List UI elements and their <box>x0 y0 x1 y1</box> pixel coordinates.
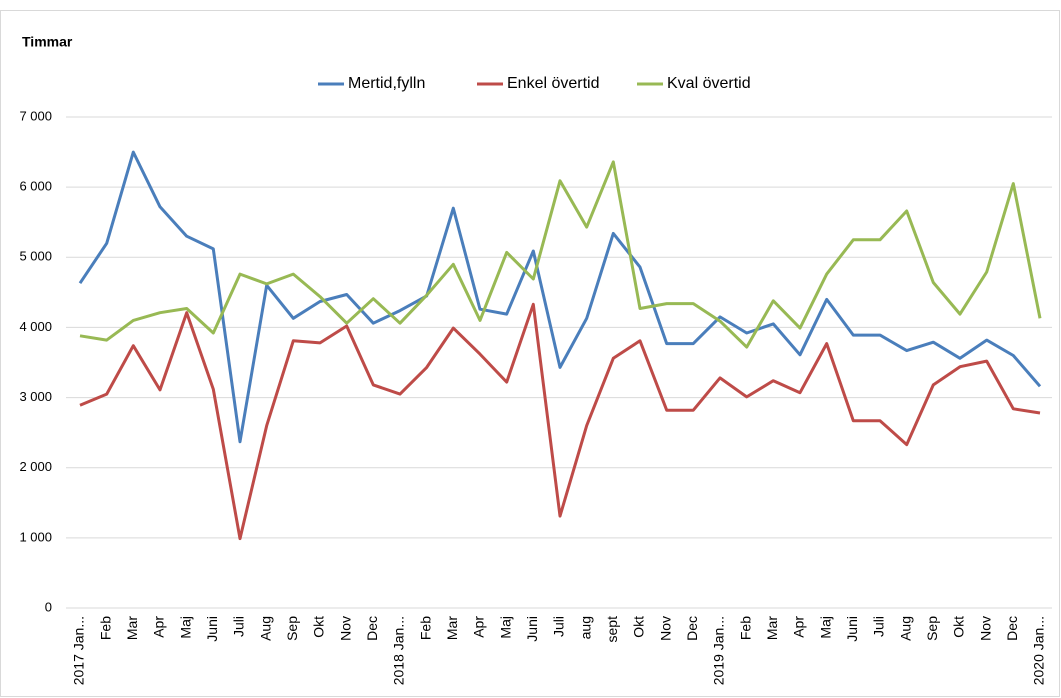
x-tick-label: Okt <box>951 616 967 638</box>
x-tick-label: Maj <box>817 616 833 639</box>
line-series <box>79 160 1042 349</box>
x-tick-label: Nov <box>657 616 673 641</box>
y-tick-label: 4 000 <box>19 319 52 334</box>
x-tick-label: Dec <box>1004 616 1020 641</box>
y-tick-label: 2 000 <box>19 459 52 474</box>
chart-frame <box>0 10 1060 697</box>
y-tick-label: 7 000 <box>19 108 52 123</box>
x-tick-label: Maj <box>497 616 513 639</box>
x-tick-label: 2020 Jan... <box>1031 616 1047 685</box>
x-tick-label: Feb <box>417 616 433 640</box>
x-tick-label: Sep <box>924 616 940 641</box>
x-tick-label: Mar <box>124 616 140 640</box>
x-tick-label: sept <box>604 616 620 643</box>
line-series <box>79 302 1041 541</box>
y-tick-label: 0 <box>45 599 52 614</box>
x-tick-label: Feb <box>737 616 753 640</box>
x-tick-label: Apr <box>791 616 807 638</box>
x-tick-label: Aug <box>897 616 913 641</box>
x-tick-label: Juni <box>524 616 540 642</box>
x-tick-label: Sep <box>284 616 300 641</box>
x-tick-label: 2019 Jan... <box>711 616 727 685</box>
x-tick-label: 2018 Jan... <box>391 616 407 685</box>
x-tick-label: Juli <box>871 616 887 637</box>
x-tick-label: Okt <box>311 616 327 638</box>
x-tick-label: Juni <box>204 616 220 642</box>
x-tick-label: Juli <box>551 616 567 637</box>
y-tick-label: 5 000 <box>19 249 52 264</box>
x-tick-label: 2017 Jan... <box>71 616 87 685</box>
chart-title: Timmar <box>22 34 73 50</box>
x-tick-label: Juni <box>844 616 860 642</box>
y-tick-label: 6 000 <box>19 179 52 194</box>
x-tick-label: Feb <box>97 616 113 640</box>
x-tick-label: Nov <box>977 616 993 641</box>
x-tick-label: Apr <box>151 616 167 638</box>
x-tick-label: Apr <box>471 616 487 638</box>
x-tick-label: Dec <box>684 616 700 641</box>
x-tick-label: Mar <box>764 616 780 640</box>
legend-label: Enkel övertid <box>507 75 600 92</box>
x-tick-label: Juli <box>231 616 247 637</box>
x-tick-label: Mar <box>444 616 460 640</box>
legend-label: Mertid,fylln <box>348 75 425 92</box>
x-tick-label: Maj <box>177 616 193 639</box>
legend-label: Kval övertid <box>667 75 751 92</box>
x-tick-label: aug <box>577 616 593 639</box>
x-tick-label: Okt <box>631 616 647 638</box>
x-tick-label: Aug <box>257 616 273 641</box>
x-tick-label: Dec <box>364 616 380 641</box>
line-series <box>78 150 1042 444</box>
y-tick-label: 3 000 <box>19 389 52 404</box>
y-tick-label: 1 000 <box>19 529 52 544</box>
x-tick-label: Nov <box>337 616 353 641</box>
